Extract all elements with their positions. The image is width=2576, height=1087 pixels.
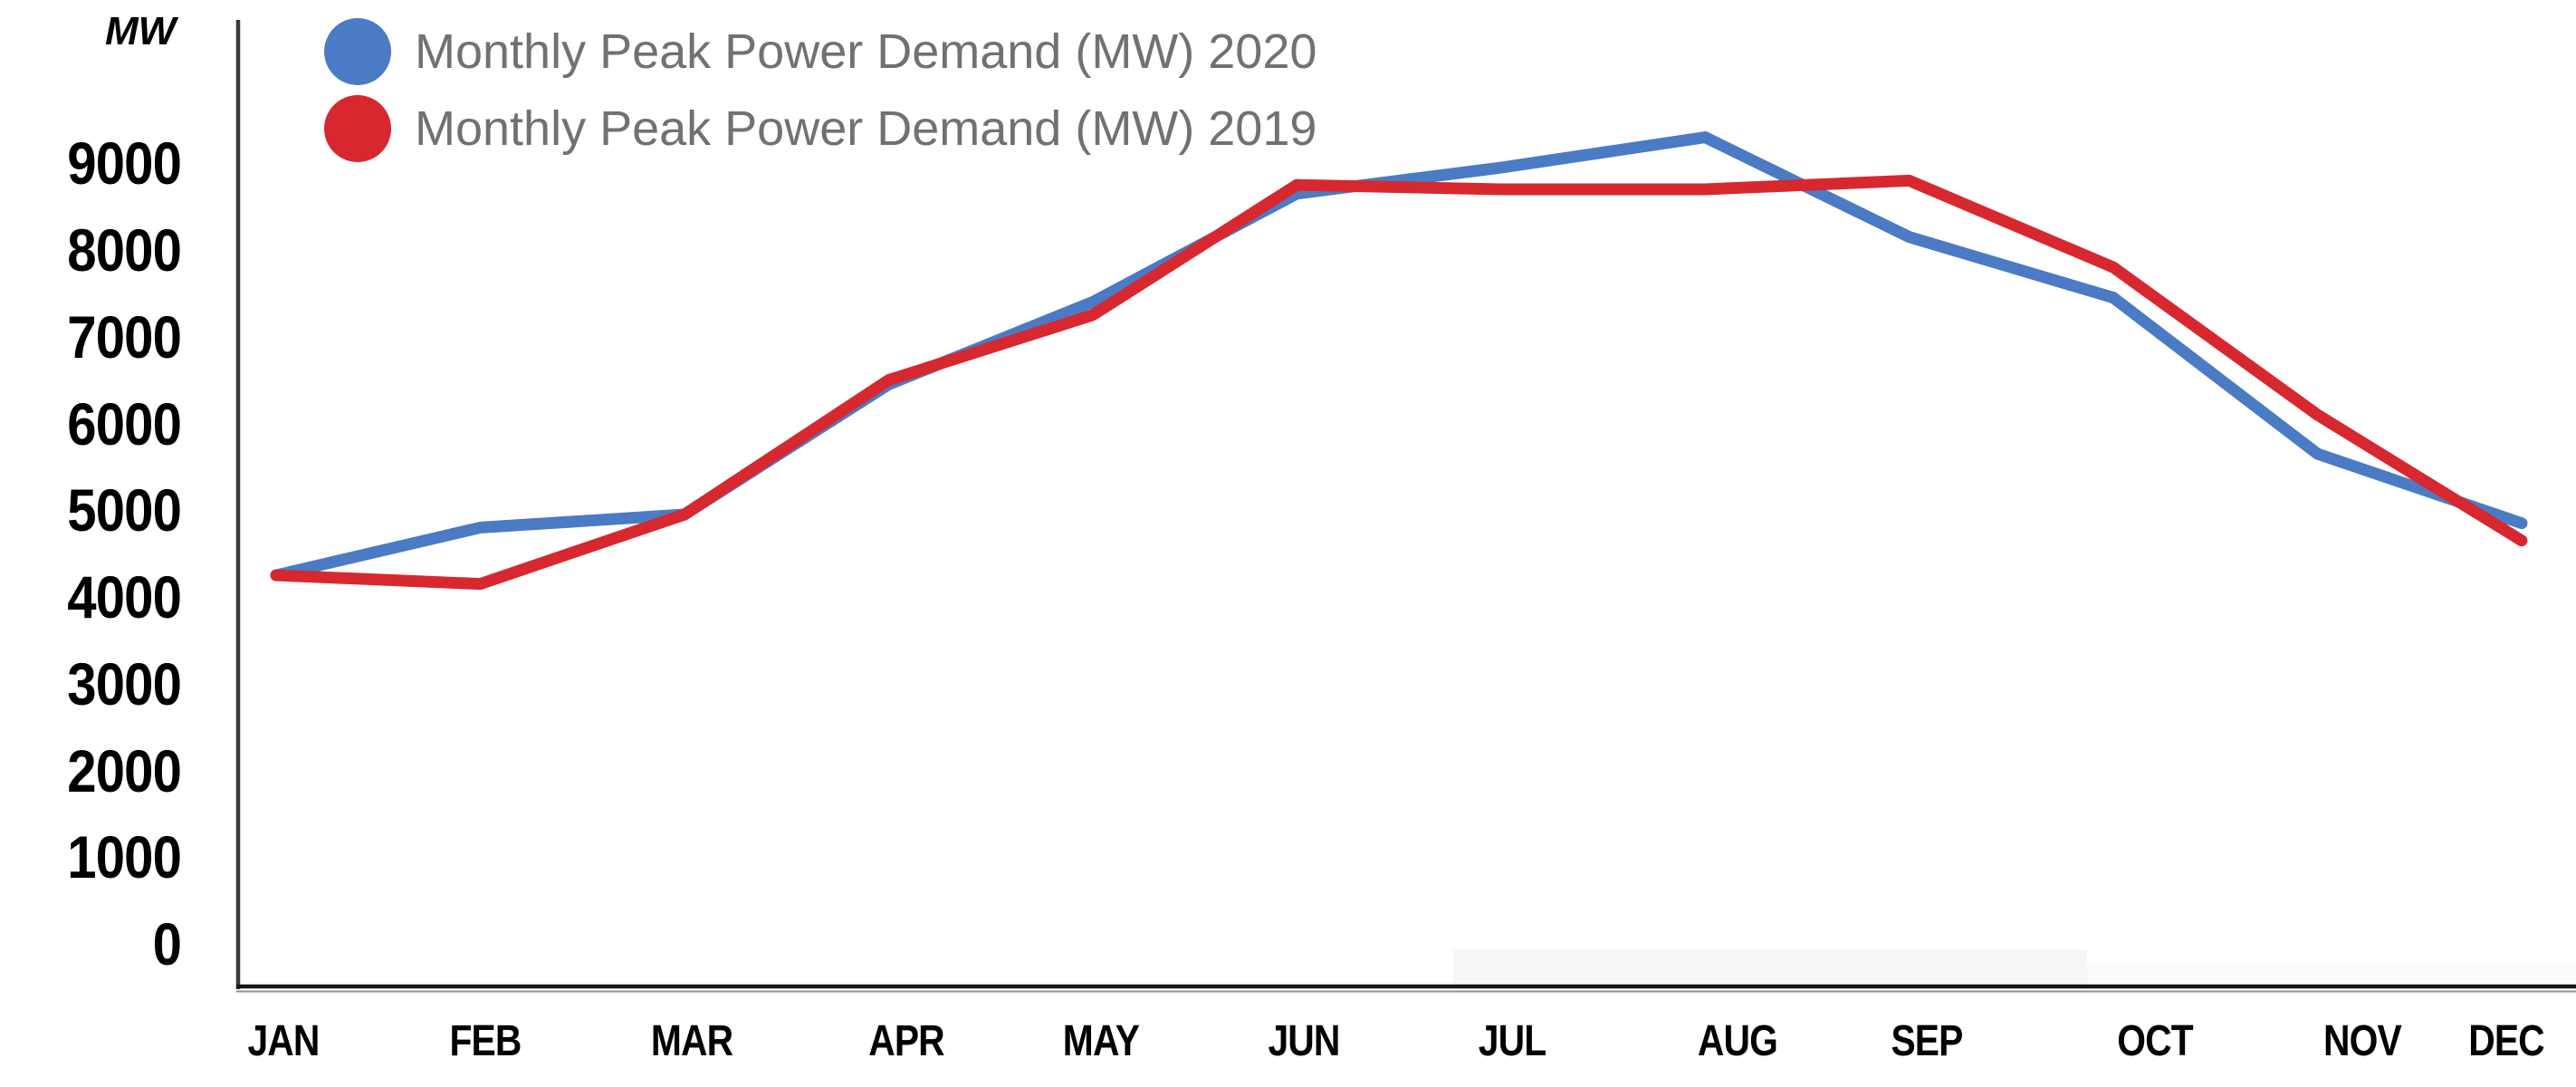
legend-label-2020: Monthly Peak Power Demand (MW) 2020 — [415, 24, 1317, 79]
y-axis-tick-label-4000: 4000 — [67, 563, 182, 630]
x-axis-month-label-mar: MAR — [650, 1017, 733, 1065]
x-axis-month-label-jul: JUL — [1478, 1017, 1547, 1065]
y-axis-tick-label-9000: 9000 — [67, 130, 182, 197]
series-line-2020 — [270, 131, 2528, 582]
y-axis-tick-label-2000: 2000 — [67, 736, 182, 804]
watermark-rect — [1453, 949, 2087, 986]
y-axis-tick-label-8000: 8000 — [67, 216, 182, 284]
x-axis-month-label-sep: SEP — [1891, 1017, 1963, 1065]
legend-item-2020: Monthly Peak Power Demand (MW) 2020 — [324, 18, 1317, 85]
legend-item-2019: Monthly Peak Power Demand (MW) 2019 — [324, 95, 1317, 162]
x-axis-month-label-jan: JAN — [247, 1017, 320, 1065]
y-axis-tick-label-1000: 1000 — [67, 823, 182, 891]
y-axis-tick-label-5000: 5000 — [67, 476, 182, 544]
x-axis-month-label-dec: DEC — [2468, 1017, 2544, 1065]
x-axis-month-label-aug: AUG — [1697, 1017, 1778, 1065]
y-axis-tick-label-0: 0 — [152, 910, 182, 977]
x-axis-month-label-apr: APR — [868, 1017, 944, 1065]
series-line-2019 — [270, 174, 2528, 591]
legend-swatch-2020-icon — [324, 18, 391, 85]
x-axis-month-label-may: MAY — [1062, 1017, 1140, 1065]
y-axis-tick-label-7000: 7000 — [67, 303, 182, 370]
y-axis-tick-label-6000: 6000 — [67, 390, 182, 457]
x-axis-month-label-feb: FEB — [449, 1017, 522, 1065]
legend-label-2019: Monthly Peak Power Demand (MW) 2019 — [415, 101, 1317, 156]
x-axis-month-label-oct: OCT — [2117, 1017, 2193, 1065]
series-lines — [270, 131, 2528, 591]
y-axis-tick-label-3000: 3000 — [67, 649, 182, 717]
x-axis-month-label-jun: JUN — [1268, 1017, 1340, 1065]
legend: Monthly Peak Power Demand (MW) 2020 Mont… — [324, 18, 1317, 172]
watermark-rect-2 — [2087, 962, 2576, 986]
legend-swatch-2019-icon — [324, 95, 391, 162]
y-axis-unit-label: MW — [105, 9, 177, 53]
x-axis-month-label-nov: NOV — [2323, 1017, 2402, 1065]
